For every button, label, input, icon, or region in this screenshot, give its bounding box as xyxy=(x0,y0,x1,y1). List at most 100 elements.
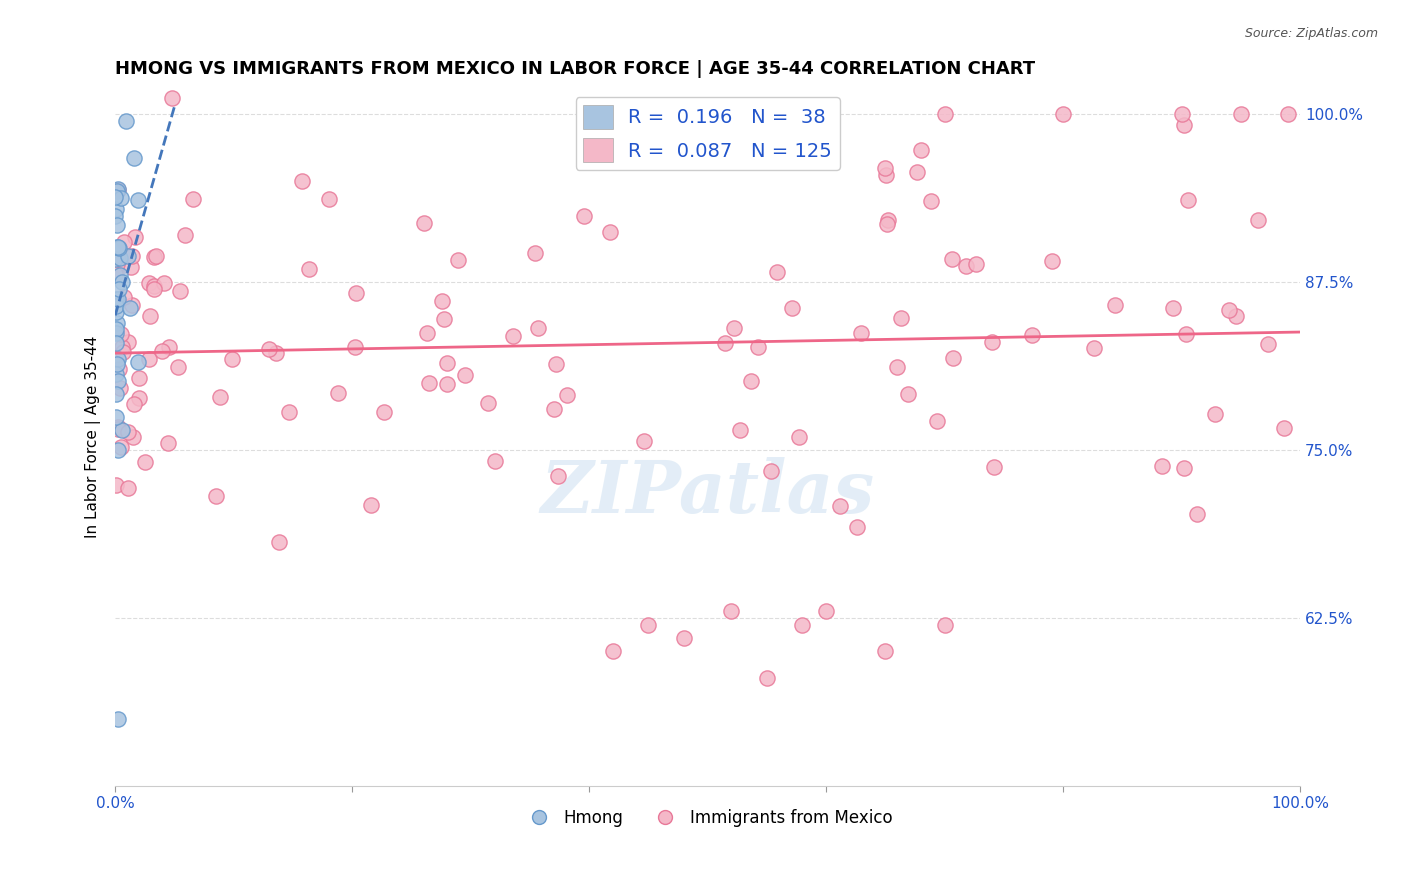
Immigrants from Mexico xyxy=(430,294,453,309)
Immigrants from Mexico xyxy=(373,405,395,419)
Immigrants from Mexico xyxy=(138,277,160,291)
Immigrants from Mexico xyxy=(780,301,803,315)
Immigrants from Mexico xyxy=(117,425,139,439)
Text: ZIPatlas: ZIPatlas xyxy=(540,457,875,528)
Hmong xyxy=(127,355,149,369)
Immigrants from Mexico xyxy=(1247,212,1270,227)
Immigrants from Mexico xyxy=(107,183,129,197)
Immigrants from Mexico xyxy=(527,320,550,334)
Text: HMONG VS IMMIGRANTS FROM MEXICO IN LABOR FORCE | AGE 35-44 CORRELATION CHART: HMONG VS IMMIGRANTS FROM MEXICO IN LABOR… xyxy=(115,60,1035,78)
Immigrants from Mexico xyxy=(1225,310,1247,324)
Immigrants from Mexico xyxy=(1083,341,1105,355)
Immigrants from Mexico xyxy=(1272,421,1295,435)
Hmong xyxy=(107,182,129,196)
Hmong xyxy=(107,374,129,388)
Hmong xyxy=(105,305,128,319)
Immigrants from Mexico xyxy=(291,174,314,188)
Hmong xyxy=(105,185,128,199)
Hmong xyxy=(117,249,139,263)
Immigrants from Mexico xyxy=(112,290,135,304)
Immigrants from Mexico xyxy=(1040,254,1063,268)
Immigrants from Mexico xyxy=(436,356,458,370)
Hmong xyxy=(104,209,127,223)
Immigrants from Mexico xyxy=(112,345,135,359)
Immigrants from Mexico xyxy=(107,419,129,434)
Hmong xyxy=(127,193,149,207)
Y-axis label: In Labor Force | Age 35-44: In Labor Force | Age 35-44 xyxy=(86,335,101,538)
Immigrants from Mexico xyxy=(104,267,127,281)
Immigrants from Mexico xyxy=(128,371,150,385)
Hmong xyxy=(107,712,129,726)
Immigrants from Mexico xyxy=(418,376,440,390)
Immigrants from Mexico xyxy=(941,252,963,266)
Hmong xyxy=(105,322,128,336)
Hmong xyxy=(105,219,128,233)
Immigrants from Mexico xyxy=(875,161,897,175)
Hmong xyxy=(111,423,134,437)
Immigrants from Mexico xyxy=(875,644,897,658)
Immigrants from Mexico xyxy=(108,362,131,376)
Immigrants from Mexico xyxy=(1174,326,1197,341)
Hmong xyxy=(118,301,141,315)
Immigrants from Mexico xyxy=(876,213,898,227)
Immigrants from Mexico xyxy=(160,91,183,105)
Immigrants from Mexico xyxy=(920,194,942,209)
Immigrants from Mexico xyxy=(547,469,569,483)
Immigrants from Mexico xyxy=(633,434,655,448)
Immigrants from Mexico xyxy=(544,357,567,371)
Text: Source: ZipAtlas.com: Source: ZipAtlas.com xyxy=(1244,27,1378,40)
Immigrants from Mexico xyxy=(157,435,180,450)
Immigrants from Mexico xyxy=(143,279,166,293)
Immigrants from Mexico xyxy=(121,298,143,312)
Immigrants from Mexico xyxy=(759,464,782,478)
Immigrants from Mexico xyxy=(672,631,695,645)
Hmong xyxy=(104,326,127,341)
Immigrants from Mexico xyxy=(910,143,932,157)
Immigrants from Mexico xyxy=(905,165,928,179)
Immigrants from Mexico xyxy=(107,421,129,435)
Immigrants from Mexico xyxy=(111,340,134,354)
Immigrants from Mexico xyxy=(1173,460,1195,475)
Immigrants from Mexico xyxy=(1204,407,1226,421)
Immigrants from Mexico xyxy=(792,617,814,632)
Immigrants from Mexico xyxy=(112,235,135,250)
Hmong xyxy=(104,252,127,266)
Immigrants from Mexico xyxy=(108,381,131,395)
Hmong xyxy=(108,268,131,282)
Immigrants from Mexico xyxy=(886,360,908,375)
Immigrants from Mexico xyxy=(269,535,291,549)
Hmong xyxy=(104,202,127,216)
Immigrants from Mexico xyxy=(318,192,340,206)
Immigrants from Mexico xyxy=(150,343,173,358)
Immigrants from Mexico xyxy=(121,249,143,263)
Immigrants from Mexico xyxy=(502,328,524,343)
Hmong xyxy=(107,241,129,255)
Immigrants from Mexico xyxy=(181,192,204,206)
Immigrants from Mexico xyxy=(720,604,742,618)
Immigrants from Mexico xyxy=(360,498,382,512)
Immigrants from Mexico xyxy=(436,377,458,392)
Immigrants from Mexico xyxy=(1052,107,1074,121)
Immigrants from Mexico xyxy=(980,334,1002,349)
Immigrants from Mexico xyxy=(413,216,436,230)
Immigrants from Mexico xyxy=(934,617,956,632)
Immigrants from Mexico xyxy=(747,341,769,355)
Immigrants from Mexico xyxy=(524,246,547,260)
Hmong xyxy=(107,292,129,306)
Immigrants from Mexico xyxy=(925,413,948,427)
Immigrants from Mexico xyxy=(1177,194,1199,208)
Immigrants from Mexico xyxy=(110,327,132,342)
Immigrants from Mexico xyxy=(447,252,470,267)
Hmong xyxy=(115,114,138,128)
Immigrants from Mexico xyxy=(128,392,150,406)
Immigrants from Mexico xyxy=(1150,458,1173,473)
Immigrants from Mexico xyxy=(1161,301,1184,315)
Immigrants from Mexico xyxy=(205,489,228,503)
Immigrants from Mexico xyxy=(1229,107,1251,121)
Immigrants from Mexico xyxy=(477,395,499,409)
Immigrants from Mexico xyxy=(740,374,762,388)
Hmong xyxy=(105,240,128,254)
Immigrants from Mexico xyxy=(983,459,1005,474)
Immigrants from Mexico xyxy=(143,282,166,296)
Immigrants from Mexico xyxy=(942,351,965,365)
